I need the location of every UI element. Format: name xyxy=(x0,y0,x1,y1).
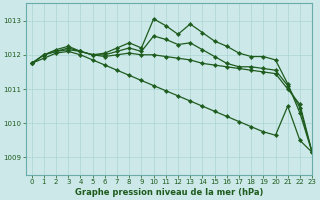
X-axis label: Graphe pression niveau de la mer (hPa): Graphe pression niveau de la mer (hPa) xyxy=(75,188,263,197)
